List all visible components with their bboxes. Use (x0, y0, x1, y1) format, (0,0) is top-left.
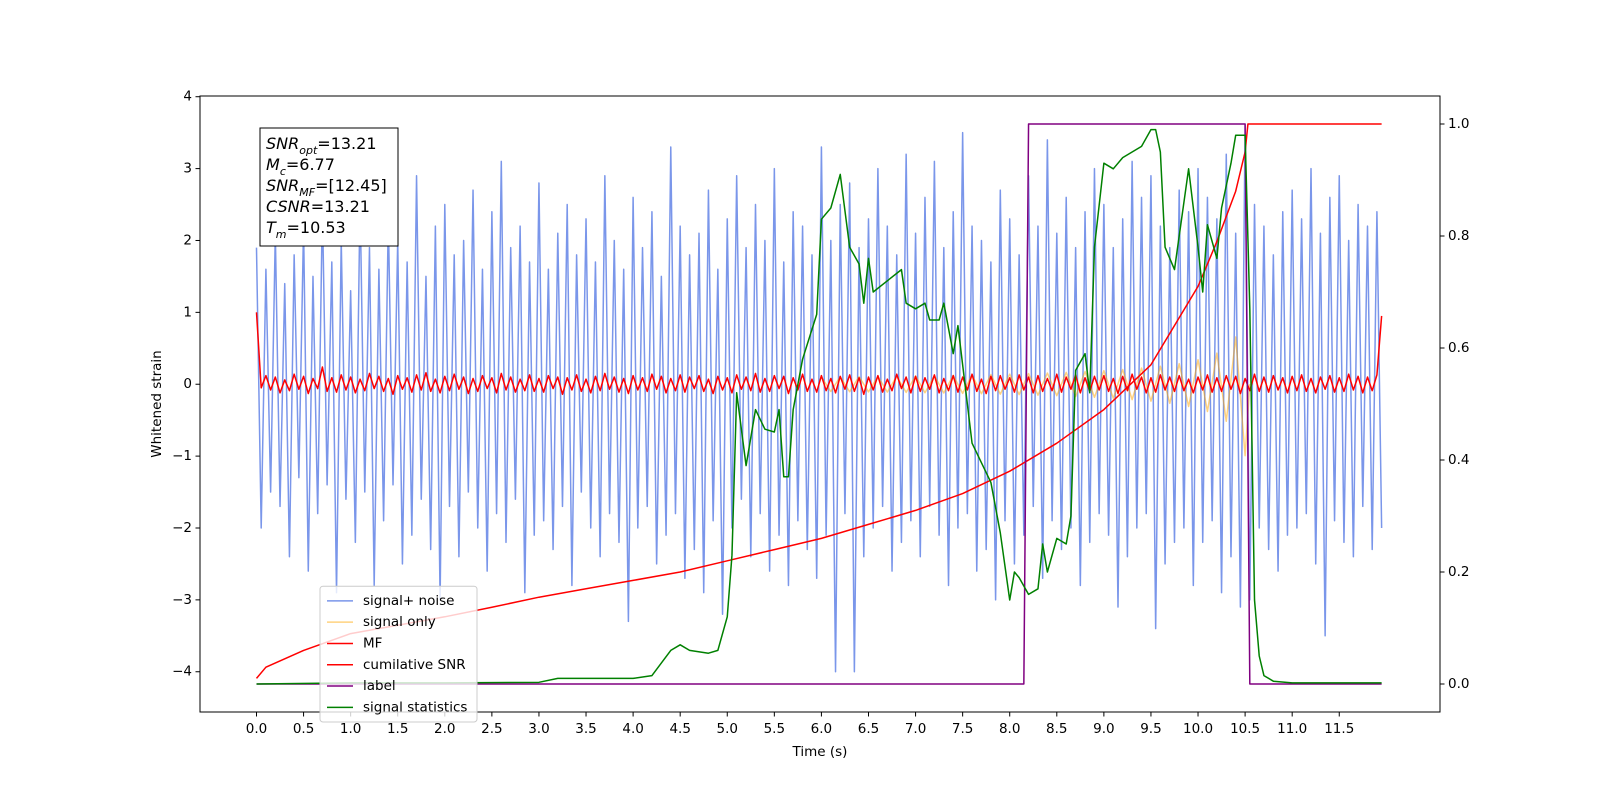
x-tick-label: 0.5 (293, 721, 314, 737)
y-tick-label: −3 (172, 592, 192, 608)
stats-value: =13.21 (311, 197, 370, 216)
y-tick-label: 2 (183, 232, 192, 248)
stats-value: =10.53 (287, 218, 346, 237)
x-tick-label: 1.0 (340, 721, 361, 737)
x-tick-label: 4.5 (669, 721, 690, 737)
stats-symbol: T (266, 218, 277, 237)
series-line (255, 124, 1383, 673)
stats-line: SNRMF=[12.45] (266, 176, 387, 199)
x-tick-label: 5.0 (717, 721, 738, 737)
legend-label: signal statistics (363, 699, 467, 715)
stats-line: SNRopt=13.21 (266, 134, 377, 157)
x-tick-label: 5.5 (764, 721, 785, 737)
y2-tick-label: 1.0 (1448, 116, 1469, 132)
series-line (255, 312, 1383, 396)
y2-tick-label: 0.8 (1448, 228, 1469, 244)
x-tick-label: 10.0 (1183, 721, 1213, 737)
x-tick-label: 7.0 (905, 721, 926, 737)
legend-label: label (363, 678, 396, 694)
stats-symbol: M (266, 155, 280, 174)
stats-line: CSNR=13.21 (266, 197, 370, 216)
y-tick-label: 4 (183, 89, 192, 105)
axes: 0.0 0.5 1.0 1.5 2.0 2.5 3.0 3.5 4.0 4.5 5.0 5.5 6.0 6… (172, 89, 1469, 737)
y2-tick-label: 0.4 (1448, 452, 1469, 468)
legend-label: MF (363, 635, 382, 651)
stats-subscript: MF (299, 186, 315, 199)
x-tick-label: 8.5 (1046, 721, 1067, 737)
x-tick-label: 9.0 (1093, 721, 1114, 737)
x-tick-label: 11.0 (1277, 721, 1307, 737)
y2-tick-label: 0.2 (1448, 564, 1469, 580)
x-tick-label: 1.5 (387, 721, 408, 737)
stats-symbol: SNR (266, 176, 299, 195)
y-tick-label: 1 (183, 304, 192, 320)
x-tick-label: 3.0 (528, 721, 549, 737)
stats-value: =13.21 (317, 134, 376, 153)
legend-label: signal only (363, 614, 436, 630)
x-tick-label: 10.5 (1230, 721, 1260, 737)
stats-value: =6.77 (286, 155, 335, 174)
legend-frame (319, 585, 478, 723)
x-tick-label: 7.5 (952, 721, 973, 737)
legend: signal+ noise signal only MF cumilative SNR… (319, 585, 478, 723)
x-tick-label: 6.5 (858, 721, 879, 737)
stats-symbol: SNR (266, 134, 299, 153)
y-axis-label: Whitened strain (149, 350, 165, 457)
y-tick-label: 0 (183, 376, 192, 392)
stats-frame (259, 127, 399, 247)
x-axis-label: Time (s) (792, 744, 848, 760)
series-line (820, 336, 1251, 457)
y-tick-label: −2 (172, 520, 192, 536)
legend-label: cumilative SNR (363, 657, 466, 673)
legend-label: signal+ noise (363, 593, 454, 609)
x-tick-label: 2.0 (434, 721, 455, 737)
x-tick-label: 9.5 (1140, 721, 1161, 737)
y-tick-label: −1 (172, 448, 192, 464)
y2-tick-label: 0.6 (1448, 340, 1469, 356)
series-line (256, 128, 1382, 685)
x-tick-label: 4.0 (622, 721, 643, 737)
stats-subscript: c (280, 165, 286, 178)
stats-symbol: CSNR (266, 197, 311, 216)
y2-tick-label: 0.0 (1448, 676, 1469, 692)
stats-subscript: m (276, 228, 287, 241)
stats-value: =[12.45] (315, 176, 387, 195)
y-tick-label: −4 (172, 664, 192, 680)
stats-subscript: opt (299, 144, 318, 157)
series-line (256, 123, 1382, 685)
x-tick-label: 0.0 (246, 721, 267, 737)
x-tick-label: 11.5 (1324, 721, 1354, 737)
stats-line: Mc=6.77 (266, 155, 335, 178)
stats-box: SNRopt=13.21Mc=6.77SNRMF=[12.45]CSNR=13.… (259, 127, 399, 247)
y-tick-label: 3 (183, 161, 192, 177)
stats-line: Tm=10.53 (266, 218, 346, 241)
x-tick-label: 2.5 (481, 721, 502, 737)
x-tick-label: 8.0 (999, 721, 1020, 737)
axes-frame (199, 95, 1441, 713)
x-tick-label: 6.0 (811, 721, 832, 737)
x-tick-label: 3.5 (575, 721, 596, 737)
